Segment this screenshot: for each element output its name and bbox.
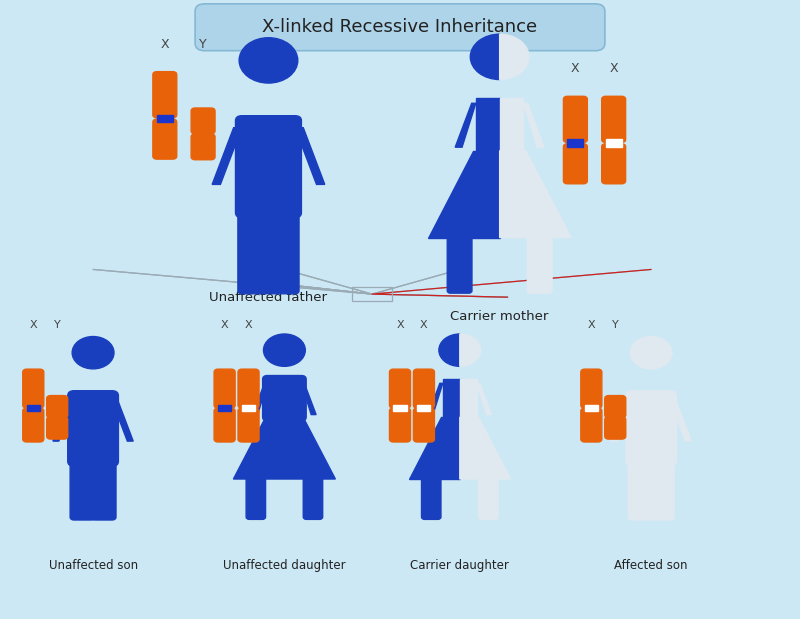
FancyBboxPatch shape — [238, 408, 259, 442]
FancyBboxPatch shape — [602, 97, 626, 142]
Polygon shape — [212, 128, 242, 184]
Text: X: X — [161, 38, 169, 51]
Polygon shape — [295, 128, 325, 184]
FancyBboxPatch shape — [235, 116, 302, 218]
Wedge shape — [439, 334, 460, 366]
FancyBboxPatch shape — [68, 391, 118, 466]
Text: X: X — [221, 320, 229, 330]
FancyBboxPatch shape — [153, 119, 177, 159]
FancyBboxPatch shape — [390, 369, 410, 408]
Polygon shape — [670, 400, 691, 441]
Text: X: X — [610, 63, 618, 76]
Text: X-linked Recessive Inheritance: X-linked Recessive Inheritance — [262, 19, 538, 37]
Polygon shape — [409, 417, 460, 479]
Text: Unaffected daughter: Unaffected daughter — [223, 559, 346, 572]
FancyBboxPatch shape — [605, 417, 626, 439]
FancyBboxPatch shape — [422, 477, 441, 519]
FancyBboxPatch shape — [246, 477, 266, 519]
Polygon shape — [428, 383, 442, 415]
Wedge shape — [470, 34, 500, 79]
Polygon shape — [455, 103, 476, 147]
FancyBboxPatch shape — [581, 369, 602, 408]
Circle shape — [263, 334, 306, 366]
FancyBboxPatch shape — [390, 408, 410, 442]
Polygon shape — [253, 383, 267, 415]
Polygon shape — [460, 417, 510, 479]
Polygon shape — [302, 383, 316, 415]
Text: Carrier mother: Carrier mother — [450, 310, 549, 322]
FancyBboxPatch shape — [195, 4, 605, 51]
FancyBboxPatch shape — [478, 477, 498, 519]
Polygon shape — [611, 400, 632, 441]
Text: Unaffected father: Unaffected father — [210, 291, 327, 304]
FancyBboxPatch shape — [214, 408, 235, 442]
FancyBboxPatch shape — [238, 210, 270, 294]
FancyBboxPatch shape — [585, 405, 598, 411]
FancyBboxPatch shape — [303, 477, 322, 519]
FancyBboxPatch shape — [70, 458, 95, 520]
FancyBboxPatch shape — [414, 408, 434, 442]
Wedge shape — [500, 34, 529, 79]
FancyBboxPatch shape — [527, 235, 552, 293]
FancyBboxPatch shape — [157, 115, 173, 122]
FancyBboxPatch shape — [26, 405, 40, 411]
FancyBboxPatch shape — [91, 458, 116, 520]
FancyBboxPatch shape — [447, 235, 472, 293]
Circle shape — [72, 337, 114, 369]
FancyBboxPatch shape — [414, 369, 434, 408]
Text: Y: Y — [199, 38, 207, 51]
FancyBboxPatch shape — [649, 458, 674, 520]
Circle shape — [630, 337, 672, 369]
FancyBboxPatch shape — [567, 139, 583, 147]
FancyBboxPatch shape — [22, 408, 44, 442]
Polygon shape — [477, 383, 491, 415]
FancyBboxPatch shape — [22, 369, 44, 408]
FancyBboxPatch shape — [242, 405, 255, 411]
FancyBboxPatch shape — [460, 379, 477, 417]
Text: X: X — [587, 320, 595, 330]
Polygon shape — [523, 103, 544, 147]
FancyBboxPatch shape — [563, 144, 587, 184]
FancyBboxPatch shape — [153, 72, 177, 118]
Text: Carrier daughter: Carrier daughter — [410, 559, 510, 572]
FancyBboxPatch shape — [476, 98, 500, 151]
Text: X: X — [571, 63, 580, 76]
Text: Y: Y — [54, 320, 61, 330]
FancyBboxPatch shape — [238, 369, 259, 408]
FancyBboxPatch shape — [626, 391, 677, 466]
FancyBboxPatch shape — [418, 405, 430, 411]
FancyBboxPatch shape — [442, 379, 460, 417]
FancyBboxPatch shape — [394, 405, 406, 411]
FancyBboxPatch shape — [563, 97, 587, 142]
Text: X: X — [30, 320, 37, 330]
FancyBboxPatch shape — [605, 396, 626, 418]
Polygon shape — [428, 151, 500, 238]
FancyBboxPatch shape — [628, 458, 653, 520]
FancyBboxPatch shape — [214, 369, 235, 408]
Polygon shape — [234, 417, 335, 479]
Circle shape — [239, 38, 298, 83]
FancyBboxPatch shape — [262, 376, 306, 421]
FancyBboxPatch shape — [191, 134, 215, 160]
FancyBboxPatch shape — [191, 108, 215, 134]
FancyBboxPatch shape — [500, 98, 523, 151]
Text: Y: Y — [612, 320, 618, 330]
Polygon shape — [112, 400, 134, 441]
FancyBboxPatch shape — [46, 417, 68, 439]
Text: X: X — [420, 320, 428, 330]
Polygon shape — [500, 151, 571, 238]
Polygon shape — [53, 400, 74, 441]
FancyBboxPatch shape — [581, 408, 602, 442]
FancyBboxPatch shape — [267, 210, 299, 294]
FancyBboxPatch shape — [46, 396, 68, 418]
Text: Affected son: Affected son — [614, 559, 688, 572]
FancyBboxPatch shape — [218, 405, 231, 411]
Text: X: X — [245, 320, 252, 330]
Text: Unaffected son: Unaffected son — [49, 559, 138, 572]
Text: X: X — [396, 320, 404, 330]
FancyBboxPatch shape — [606, 139, 622, 147]
Wedge shape — [460, 334, 481, 366]
FancyBboxPatch shape — [602, 144, 626, 184]
